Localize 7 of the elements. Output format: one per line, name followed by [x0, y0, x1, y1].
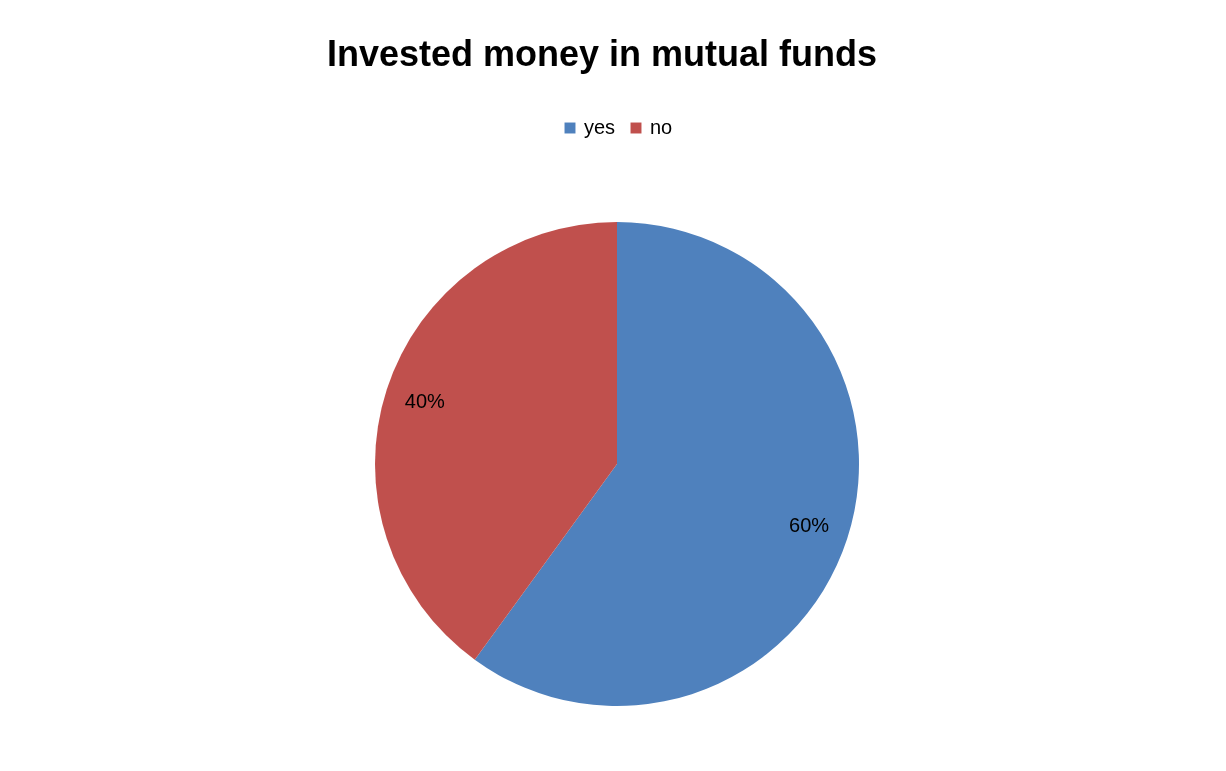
- pie-slice: [375, 222, 617, 660]
- legend-label: no: [650, 116, 673, 138]
- pie-slice: [474, 222, 859, 706]
- data-label: 60%: [789, 514, 830, 537]
- legend-label: yes: [584, 116, 616, 138]
- data-label: 40%: [404, 389, 446, 412]
- chart-title: Invested money in mutual funds: [327, 33, 878, 74]
